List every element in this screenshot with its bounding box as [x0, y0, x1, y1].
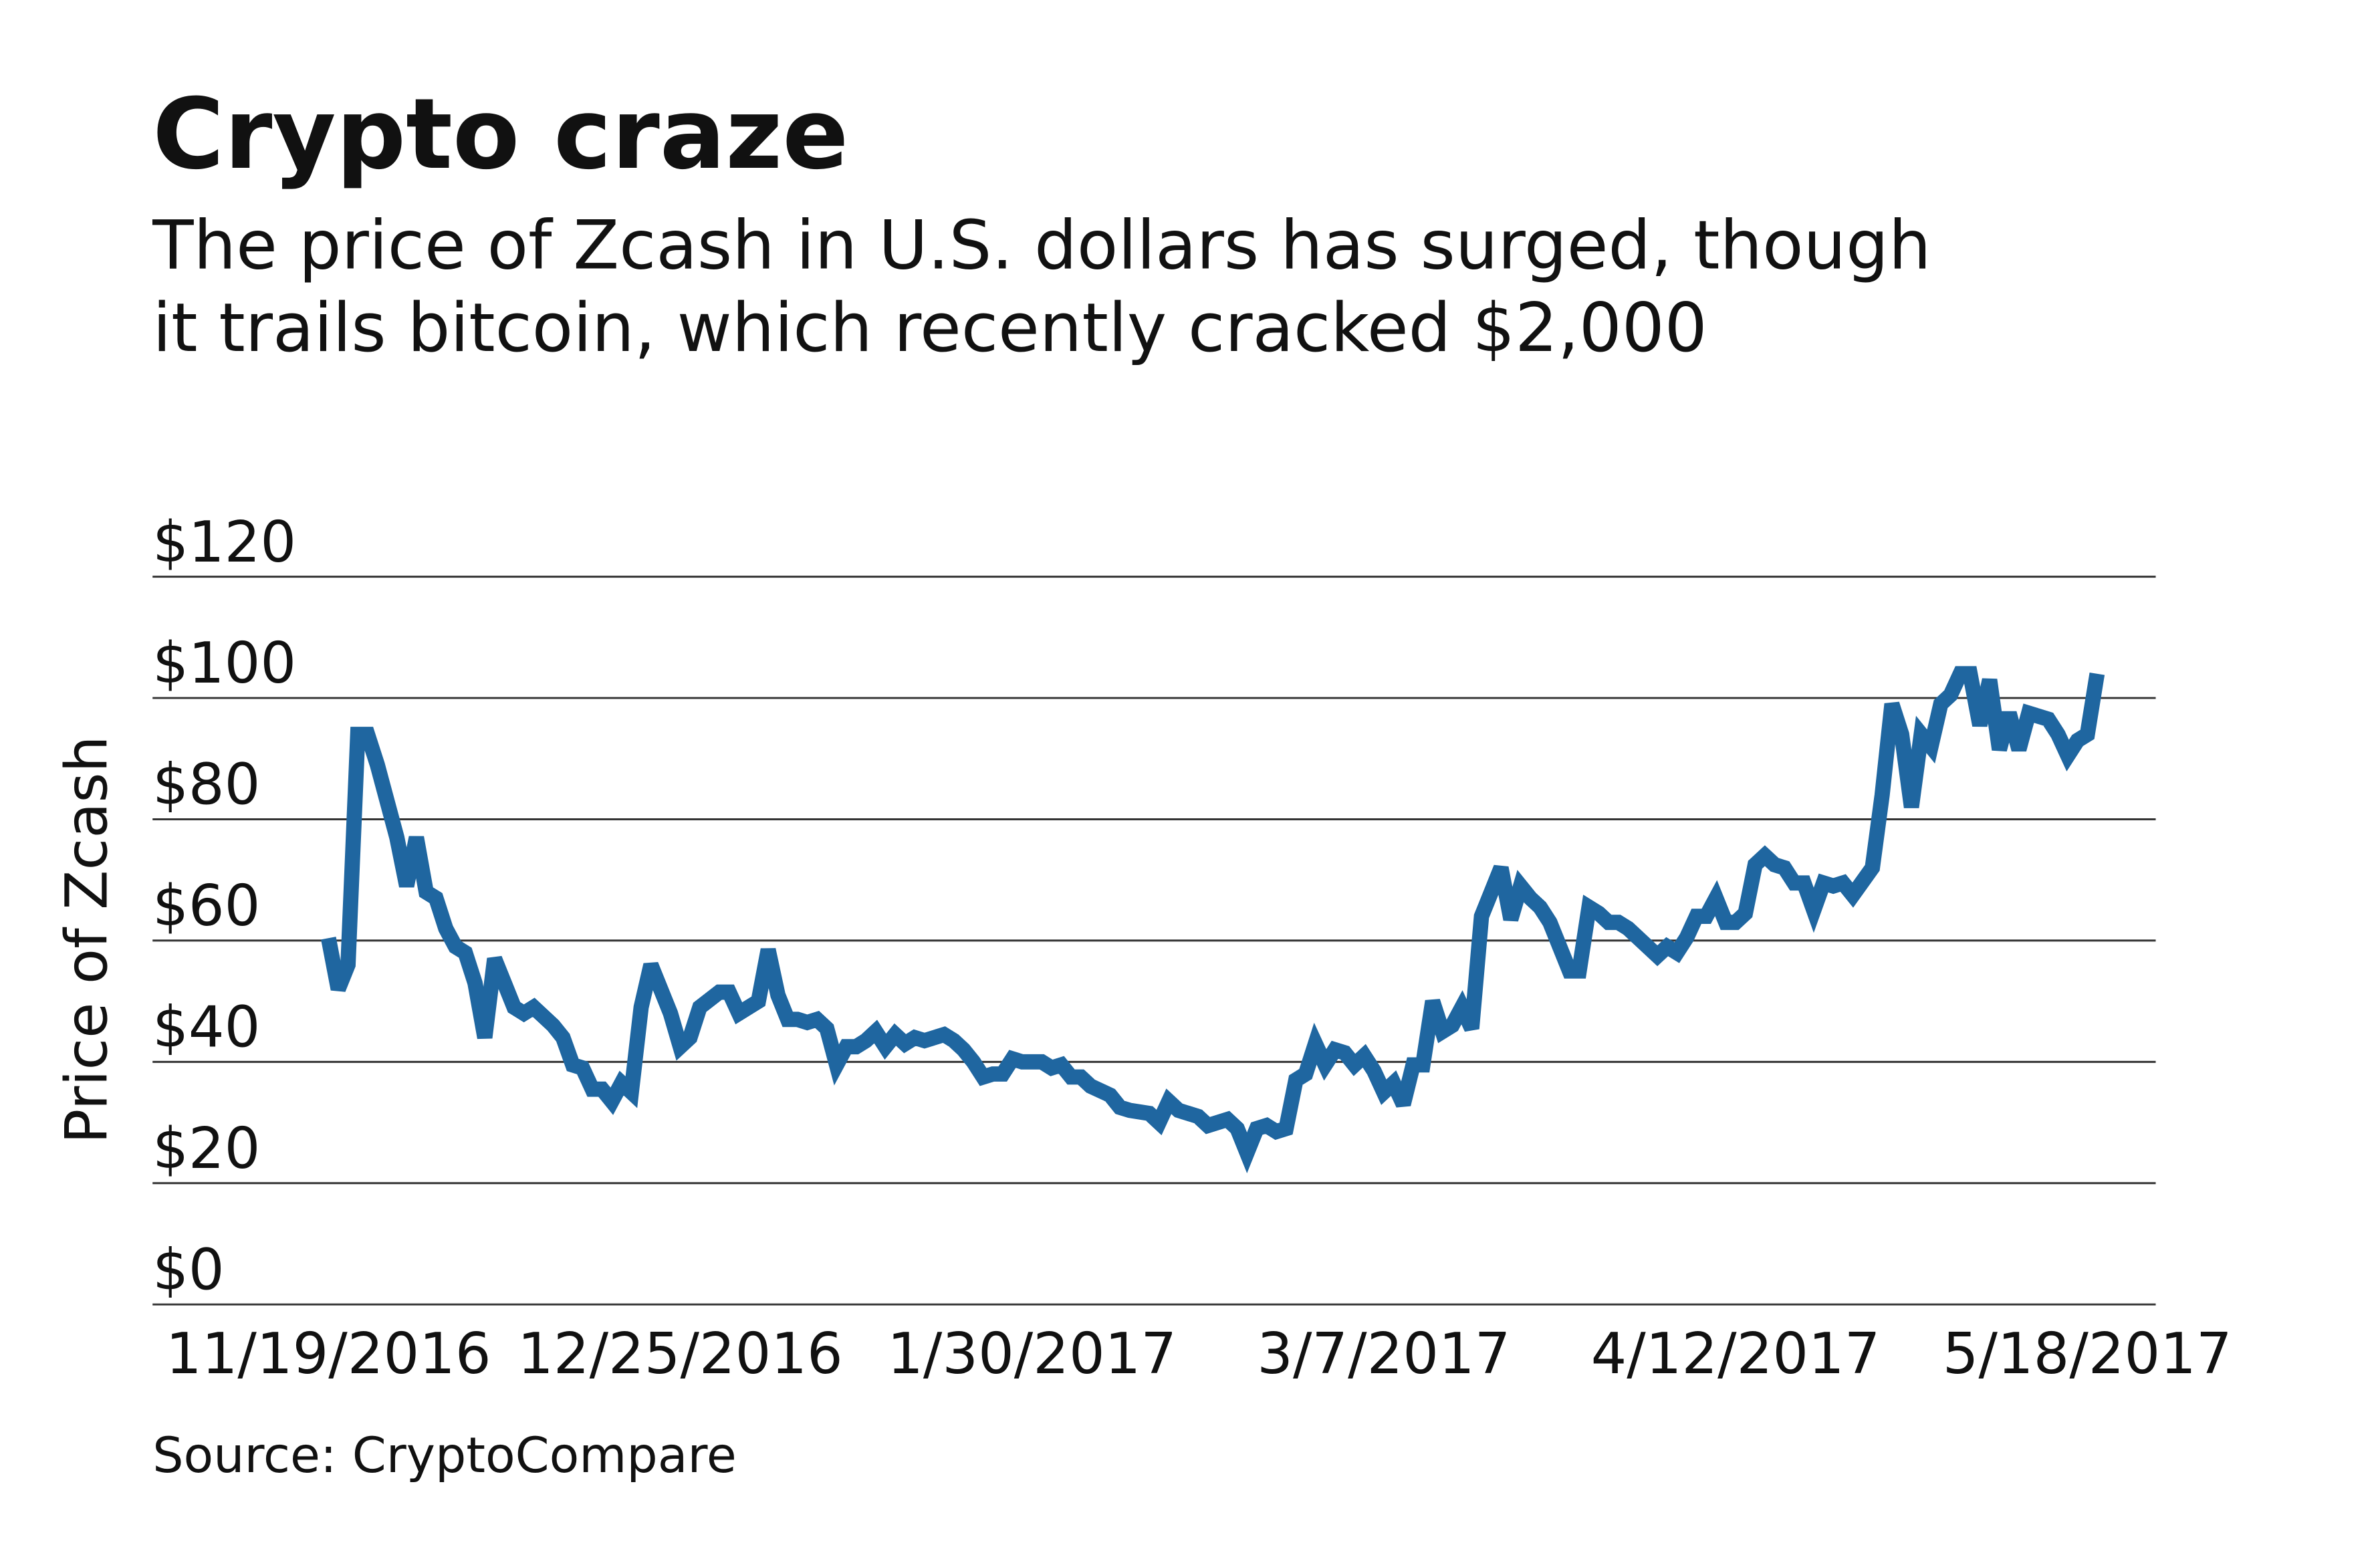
y-axis-title: Price of Zcash: [54, 736, 121, 1145]
chart-subtitle: The price of Zcash in U.S. dollars has s…: [152, 207, 1931, 285]
y-tick-label: $40: [152, 995, 260, 1060]
x-tick-label: 12/25/2016: [517, 1321, 843, 1387]
y-tick-label: $120: [152, 509, 296, 575]
y-tick-label: $20: [152, 1116, 260, 1181]
x-tick-label: 5/18/2017: [1943, 1321, 2232, 1387]
price-line: [321, 666, 2105, 1173]
y-tick-label: $0: [152, 1237, 224, 1302]
y-tick-label: $60: [152, 873, 260, 939]
source: Source: CryptoCompare: [152, 1427, 737, 1484]
chart-subtitle: it trails bitcoin, which recently cracke…: [152, 289, 1707, 367]
x-tick-label: 11/19/2016: [166, 1321, 491, 1387]
x-tick-label: 1/30/2017: [887, 1321, 1177, 1387]
x-tick-label: 4/12/2017: [1591, 1321, 1881, 1387]
chart-title: Crypto craze: [152, 78, 848, 191]
x-tick-label: 3/7/2017: [1257, 1321, 1510, 1387]
y-tick-label: $80: [152, 752, 260, 818]
y-tick-label: $100: [152, 630, 296, 696]
